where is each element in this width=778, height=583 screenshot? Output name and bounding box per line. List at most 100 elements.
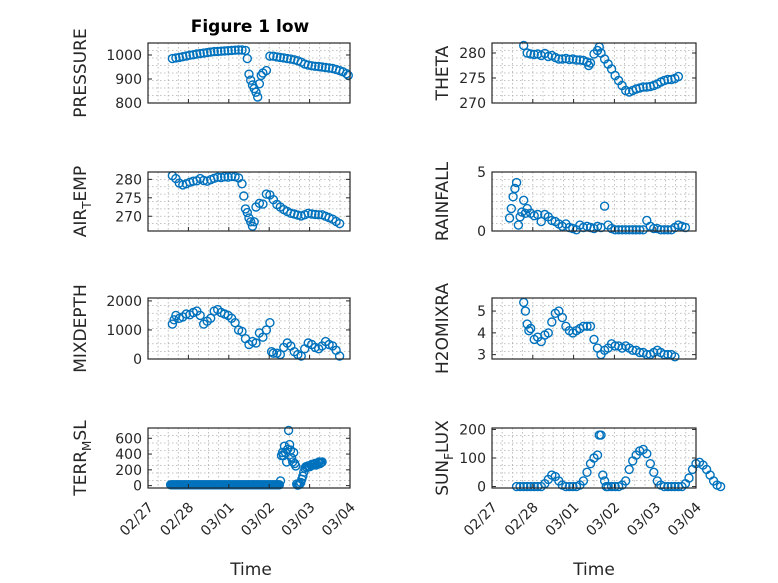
data-point-h2omixra	[524, 326, 534, 336]
y-tick-label-mixdepth: 0	[133, 352, 142, 368]
axes-box-rainfall	[491, 171, 697, 232]
data-point-h2omixra	[578, 321, 589, 331]
data-point-sun-flux	[578, 476, 589, 486]
data-point-rainfall	[631, 225, 641, 235]
y-tick-label-sun-flux: 100	[459, 451, 486, 467]
data-point-air-temp	[258, 199, 268, 209]
data-point-air-temp	[239, 191, 249, 201]
y-tick-label-air-temp: 275	[115, 191, 142, 207]
y-tick-label-mixdepth: 2000	[106, 294, 142, 310]
data-point-mixdepth	[265, 318, 275, 328]
data-point-rainfall	[610, 225, 620, 235]
data-point-sun-flux	[582, 467, 592, 477]
data-point-theta	[557, 54, 567, 64]
data-point-pressure	[254, 79, 265, 89]
data-point-h2omixra	[543, 328, 553, 338]
data-point-air-temp	[212, 172, 223, 182]
data-point-sun-flux	[621, 476, 631, 486]
series-h2omixra	[519, 297, 680, 362]
y-axis-label-pressure: PRESSURE	[71, 28, 91, 117]
data-point-theta	[571, 55, 582, 65]
x-tick-label: 03/04	[319, 500, 359, 540]
data-point-rainfall	[617, 225, 627, 235]
y-axis-label-theta: THETA	[433, 45, 453, 101]
data-point-sun-flux	[670, 481, 680, 492]
data-point-air-temp	[245, 217, 256, 227]
series-sun-flux	[511, 430, 726, 492]
data-point-pressure	[237, 45, 247, 55]
x-tick-label: 03/04	[665, 500, 705, 540]
series-mixdepth	[167, 304, 345, 361]
data-point-pressure	[265, 51, 275, 61]
x-axis-label-right: Time	[572, 560, 615, 580]
data-point-mixdepth	[167, 319, 178, 329]
data-point-theta	[564, 54, 575, 65]
data-point-pressure	[233, 45, 244, 55]
data-point-sun-flux	[511, 481, 522, 492]
data-point-sun-flux	[715, 481, 726, 492]
data-point-pressure	[174, 52, 185, 63]
data-point-mixdepth	[261, 325, 272, 335]
y-tick-label-rainfall: 5	[477, 165, 486, 181]
data-point-pressure	[256, 70, 266, 81]
data-point-rainfall	[536, 216, 546, 227]
data-point-sun-flux	[561, 481, 571, 492]
y-tick-label-theta: 270	[459, 96, 486, 112]
data-point-mixdepth	[181, 309, 192, 319]
data-point-sun-flux	[596, 430, 606, 440]
subplot-sun-flux: 0 100 200 02/27 02/28 03/01 03/02 03/03 03/04 SUN…	[433, 420, 726, 540]
data-point-air-temp	[247, 221, 258, 231]
subplot-h2omixra: 3 4 5 H2OMIXRA	[433, 283, 697, 374]
data-point-h2omixra	[557, 312, 567, 323]
axes-box-h2omixra	[491, 297, 697, 360]
data-point-pressure	[223, 46, 233, 56]
data-point-pressure	[178, 52, 188, 62]
data-point-pressure	[198, 48, 209, 58]
y-axis-label-rainfall: RAINFALL	[433, 161, 453, 241]
data-point-pressure	[209, 46, 219, 57]
axes-box-air-temp	[147, 171, 351, 232]
x-tick-label: 03/02	[583, 500, 623, 540]
data-point-sun-flux	[666, 481, 677, 492]
x-tick-label: 03/03	[279, 500, 319, 540]
data-point-sun-flux	[663, 481, 673, 492]
data-point-mixdepth	[268, 348, 279, 358]
data-point-rainfall	[649, 223, 659, 234]
data-point-sun-flux	[642, 449, 652, 459]
series-rainfall	[504, 177, 691, 235]
y-tick-label-pressure: 800	[115, 96, 142, 112]
data-point-mixdepth	[195, 310, 205, 321]
data-point-sun-flux	[519, 481, 529, 492]
data-point-terr-msl	[283, 425, 294, 436]
data-point-rainfall	[628, 225, 638, 235]
x-tick-label: 03/01	[543, 500, 583, 540]
series-air-temp	[167, 170, 345, 231]
data-point-sun-flux	[515, 481, 525, 492]
data-point-rainfall	[506, 203, 516, 214]
data-point-theta	[642, 82, 652, 92]
data-point-theta	[585, 58, 596, 68]
data-point-sun-flux	[526, 481, 536, 492]
data-point-rainfall	[513, 220, 524, 230]
y-axis-label-terr-msl: TERRMSL	[71, 420, 94, 497]
y-tick-label-rainfall: 0	[477, 224, 486, 240]
subplot-air-temp: 270 275 280 AIRTEMP	[71, 166, 351, 237]
series-theta	[519, 40, 684, 97]
data-point-pressure	[307, 61, 317, 71]
data-point-pressure	[275, 52, 285, 63]
data-point-sun-flux	[645, 459, 655, 469]
subplot-mixdepth: 0 1000 2000 MIXDEPTH	[71, 284, 351, 373]
data-point-terr-msl	[315, 458, 325, 469]
data-point-mixdepth	[230, 318, 240, 328]
data-point-pressure	[245, 75, 256, 85]
y-axis-label-sun-flux: SUNFLUX	[433, 420, 456, 496]
data-point-theta	[529, 49, 539, 60]
data-point-air-temp	[219, 172, 230, 182]
data-point-sun-flux	[659, 481, 669, 492]
data-point-rainfall	[511, 177, 522, 188]
data-point-pressure	[242, 53, 253, 64]
series-pressure	[167, 45, 353, 102]
data-point-sun-flux	[649, 467, 659, 477]
axes-box-pressure	[147, 42, 351, 104]
